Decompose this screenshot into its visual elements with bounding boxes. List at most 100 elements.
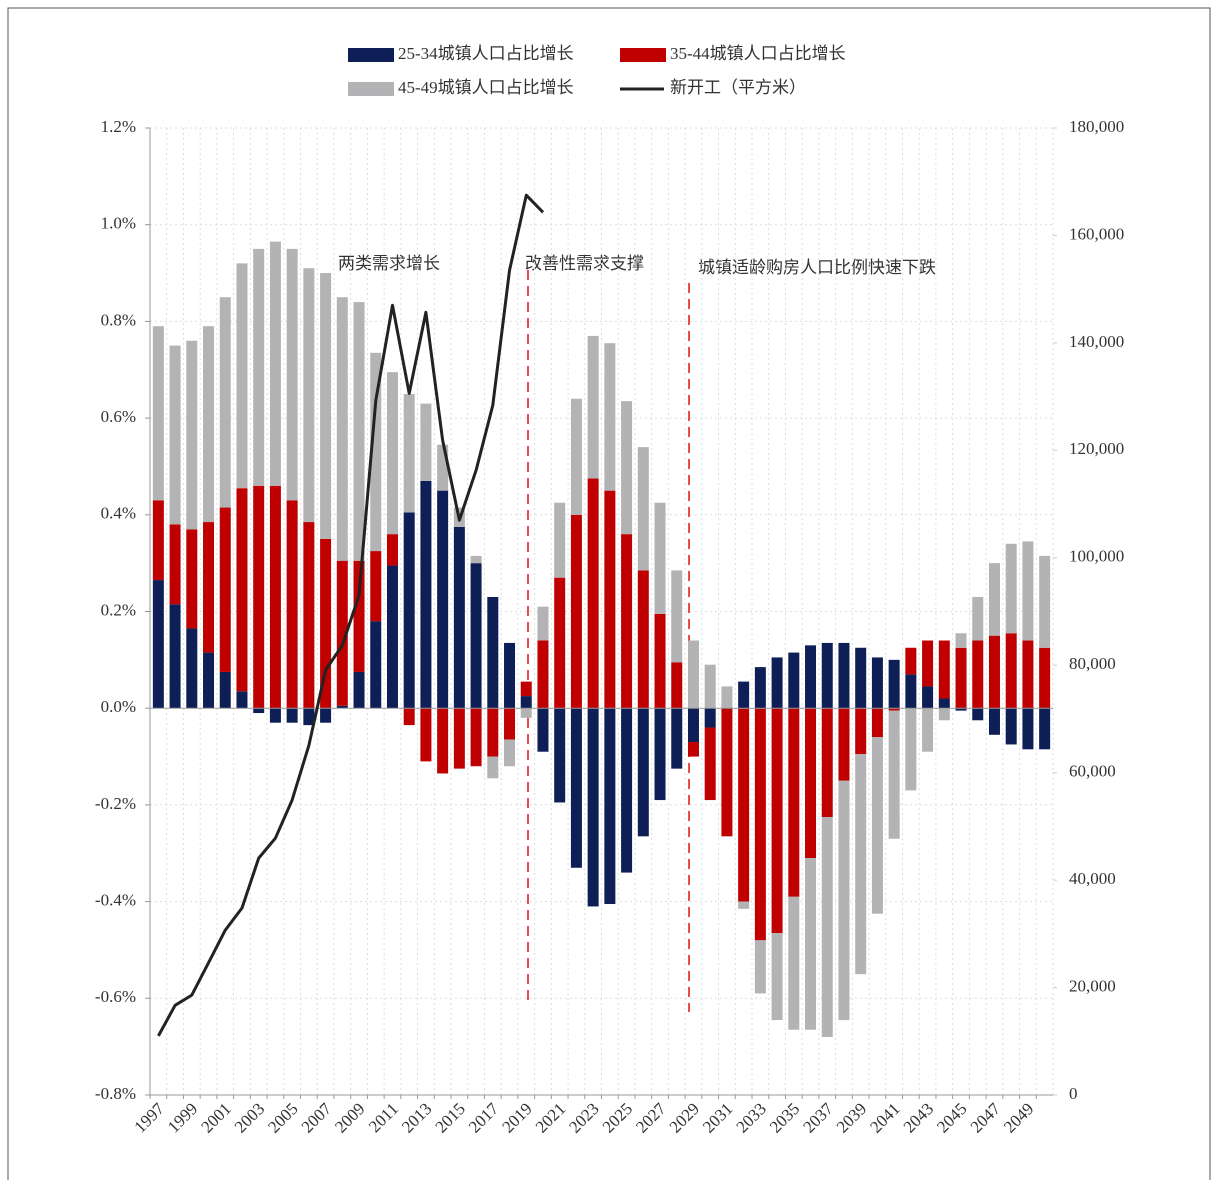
bar — [269, 241, 281, 486]
bar — [671, 708, 683, 769]
bar — [821, 708, 833, 817]
bar — [988, 708, 1000, 735]
bar — [437, 708, 449, 774]
bar — [905, 674, 917, 709]
bar — [253, 485, 265, 709]
bar — [888, 710, 900, 839]
bar — [972, 596, 984, 641]
bar — [788, 708, 800, 897]
bar — [537, 708, 549, 752]
bar — [922, 686, 934, 709]
bar — [236, 488, 248, 692]
bar — [871, 657, 883, 709]
bar — [938, 698, 950, 709]
bar — [453, 708, 465, 769]
x-tick-label: 2005 — [264, 1099, 301, 1136]
bar — [520, 696, 532, 709]
y-tick-label: -0.8% — [95, 1084, 136, 1103]
bar — [955, 708, 967, 711]
bar — [687, 708, 699, 743]
bar — [487, 756, 499, 779]
legend-label: 45-49城镇人口占比增长 — [398, 78, 574, 97]
y2-tick-label: 140,000 — [1069, 332, 1124, 351]
bar — [420, 403, 432, 481]
bar — [654, 613, 666, 709]
bar — [805, 645, 817, 709]
bar — [403, 393, 415, 513]
bar — [905, 647, 917, 675]
bar — [988, 563, 1000, 636]
bar — [972, 640, 984, 709]
bar — [152, 580, 164, 709]
y-tick-label: 0.6% — [101, 407, 136, 426]
x-tick-label: 1999 — [164, 1099, 201, 1136]
bar — [152, 500, 164, 581]
bar — [437, 444, 449, 491]
bar — [320, 273, 332, 539]
bar — [537, 640, 549, 709]
bar — [604, 708, 616, 905]
bar — [420, 480, 432, 709]
bar — [370, 551, 382, 622]
bar — [219, 507, 231, 672]
bar — [470, 555, 482, 564]
x-tick-label: 2045 — [933, 1099, 970, 1136]
bar — [336, 560, 348, 706]
bar — [554, 577, 566, 709]
bar — [855, 708, 867, 755]
bar — [269, 485, 281, 709]
bar — [504, 642, 516, 709]
bar — [537, 606, 549, 641]
bar — [487, 708, 499, 757]
bar — [1005, 633, 1017, 709]
y-tick-label: 1.2% — [101, 117, 136, 136]
bar — [370, 621, 382, 709]
bar — [320, 538, 332, 709]
bar — [704, 664, 716, 709]
annotation: 两类需求增长 — [338, 254, 440, 273]
bar — [320, 708, 332, 723]
bar — [169, 345, 181, 525]
bar — [1022, 640, 1034, 709]
bar — [621, 534, 633, 709]
bar — [955, 633, 967, 648]
bar — [1005, 708, 1017, 745]
bar — [671, 570, 683, 663]
bar — [403, 708, 415, 726]
bar — [286, 248, 298, 501]
bar — [353, 302, 365, 561]
bar — [487, 596, 499, 709]
bar — [821, 642, 833, 709]
legend-swatch — [348, 82, 394, 96]
y-tick-label: 0.2% — [101, 600, 136, 619]
y2-tick-label: 120,000 — [1069, 439, 1124, 458]
y2-tick-label: 20,000 — [1069, 976, 1116, 995]
bar — [637, 447, 649, 571]
bar — [303, 522, 315, 709]
y2-tick-label: 80,000 — [1069, 654, 1116, 673]
bar — [754, 940, 766, 994]
bar — [838, 708, 850, 781]
bar — [587, 335, 599, 479]
y2-tick-label: 180,000 — [1069, 117, 1124, 136]
bar — [888, 708, 900, 711]
bar — [738, 681, 750, 709]
bar — [219, 297, 231, 508]
bar — [671, 662, 683, 709]
bar — [1005, 543, 1017, 634]
bar — [637, 708, 649, 837]
bar — [838, 780, 850, 1021]
y-tick-label: 0.0% — [101, 697, 136, 716]
frame — [7, 7, 1211, 1180]
y2-tick-label: 60,000 — [1069, 762, 1116, 781]
bar — [654, 502, 666, 614]
bar — [554, 502, 566, 578]
legend-label: 25-34城镇人口占比增长 — [398, 44, 574, 63]
bar — [687, 742, 699, 757]
bar — [236, 691, 248, 709]
bar — [186, 628, 198, 709]
bar — [386, 372, 398, 535]
bar — [738, 901, 750, 909]
bar — [554, 708, 566, 803]
